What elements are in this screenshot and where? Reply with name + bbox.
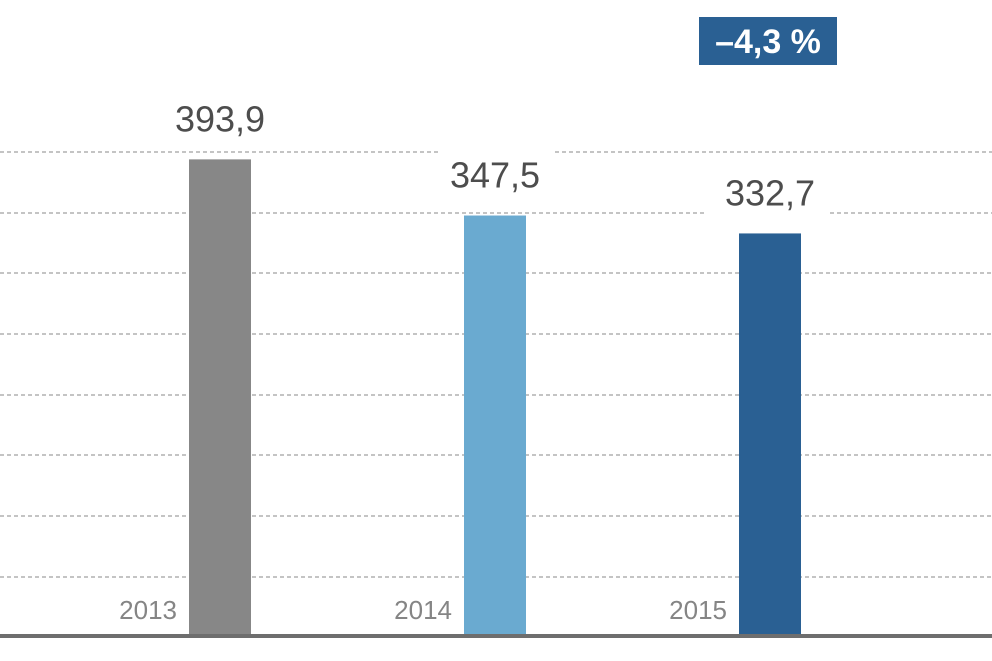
x-tick-label-2015: 2015 [669, 595, 727, 625]
change-badge-text: –4,3 % [715, 23, 821, 61]
value-label-2015: 332,7 [725, 172, 815, 213]
value-label-2013: 393,9 [175, 98, 265, 139]
x-tick-label-2013: 2013 [119, 595, 177, 625]
bar-2015 [739, 233, 801, 637]
bar-2013 [189, 159, 251, 637]
bar-2014 [464, 215, 526, 636]
value-label-2014: 347,5 [450, 155, 540, 196]
labels: 393,9 2013 347,5 2014 332,7 2015 [119, 98, 815, 625]
change-badge-box [699, 17, 837, 65]
x-tick-label-2014: 2014 [394, 595, 452, 625]
gridlines [0, 151, 992, 578]
change-badge: –4,3 % [699, 17, 837, 65]
bars [189, 159, 801, 637]
